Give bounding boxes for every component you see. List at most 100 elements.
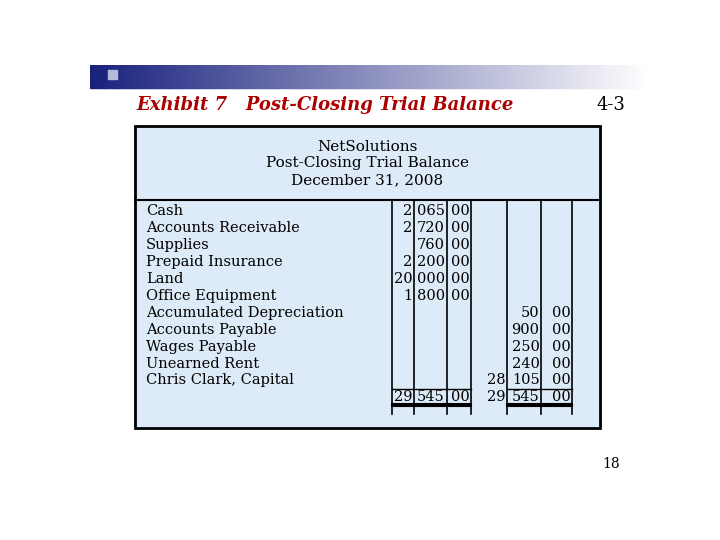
Bar bbox=[461, 65, 464, 88]
Bar bbox=[489, 65, 492, 88]
Bar bbox=[274, 65, 278, 88]
Bar bbox=[255, 65, 258, 88]
Bar bbox=[258, 65, 261, 88]
Bar bbox=[425, 65, 428, 88]
Bar bbox=[459, 65, 462, 88]
Bar bbox=[132, 65, 135, 88]
Bar bbox=[531, 65, 534, 88]
Bar bbox=[288, 65, 292, 88]
Bar bbox=[536, 65, 540, 88]
Text: 1: 1 bbox=[403, 289, 413, 303]
Text: 00: 00 bbox=[552, 356, 570, 370]
Bar bbox=[498, 65, 501, 88]
Bar bbox=[176, 65, 180, 88]
Text: 720: 720 bbox=[417, 221, 445, 235]
Bar bbox=[469, 65, 473, 88]
Bar bbox=[634, 65, 638, 88]
Bar bbox=[397, 65, 400, 88]
Bar bbox=[369, 65, 372, 88]
Text: 2: 2 bbox=[403, 255, 413, 269]
Bar bbox=[118, 65, 122, 88]
Bar bbox=[204, 65, 208, 88]
Bar bbox=[90, 65, 94, 88]
Text: 250: 250 bbox=[512, 340, 539, 354]
Bar bbox=[302, 65, 305, 88]
Bar bbox=[129, 65, 132, 88]
Text: 29: 29 bbox=[487, 390, 505, 404]
Bar bbox=[163, 65, 166, 88]
Bar bbox=[230, 65, 233, 88]
Bar bbox=[307, 65, 311, 88]
Bar bbox=[562, 65, 565, 88]
Bar bbox=[316, 65, 320, 88]
Bar bbox=[400, 65, 403, 88]
Bar bbox=[629, 65, 632, 88]
Bar bbox=[358, 65, 361, 88]
Bar bbox=[472, 65, 476, 88]
Bar bbox=[615, 65, 618, 88]
Bar bbox=[333, 65, 336, 88]
Bar bbox=[617, 65, 621, 88]
Bar bbox=[190, 65, 194, 88]
Text: 545: 545 bbox=[512, 390, 539, 404]
Text: Accounts Payable: Accounts Payable bbox=[145, 323, 276, 337]
Text: Wages Payable: Wages Payable bbox=[145, 340, 256, 354]
Text: 00: 00 bbox=[451, 289, 469, 303]
Bar bbox=[631, 65, 635, 88]
Bar bbox=[277, 65, 281, 88]
Bar bbox=[109, 65, 113, 88]
Bar bbox=[140, 65, 144, 88]
Text: 760: 760 bbox=[417, 238, 445, 252]
Bar bbox=[590, 65, 593, 88]
Bar bbox=[495, 65, 498, 88]
Text: 4-3: 4-3 bbox=[596, 96, 625, 114]
Bar bbox=[478, 65, 482, 88]
Bar bbox=[143, 65, 147, 88]
Bar bbox=[542, 65, 546, 88]
Text: 900: 900 bbox=[511, 323, 539, 337]
Bar bbox=[431, 65, 434, 88]
Bar bbox=[171, 65, 174, 88]
Bar bbox=[609, 65, 613, 88]
Bar bbox=[300, 65, 303, 88]
Bar bbox=[207, 65, 211, 88]
Bar bbox=[587, 65, 590, 88]
Bar bbox=[383, 65, 387, 88]
Text: Accounts Receivable: Accounts Receivable bbox=[145, 221, 300, 235]
Text: 545: 545 bbox=[417, 390, 445, 404]
Bar bbox=[94, 70, 107, 83]
Bar bbox=[436, 65, 439, 88]
Text: 00: 00 bbox=[451, 204, 469, 218]
Bar bbox=[338, 65, 342, 88]
Text: 240: 240 bbox=[512, 356, 539, 370]
Bar bbox=[221, 65, 225, 88]
Bar bbox=[520, 65, 523, 88]
Text: 000: 000 bbox=[417, 272, 445, 286]
Bar bbox=[444, 65, 448, 88]
Bar bbox=[108, 70, 117, 79]
Bar bbox=[344, 65, 348, 88]
Bar bbox=[313, 65, 317, 88]
Bar bbox=[575, 65, 579, 88]
Bar bbox=[526, 65, 528, 88]
Bar bbox=[447, 65, 451, 88]
Bar bbox=[148, 65, 152, 88]
Bar bbox=[218, 65, 222, 88]
Text: 2: 2 bbox=[403, 204, 413, 218]
Bar bbox=[374, 65, 378, 88]
Bar bbox=[438, 65, 442, 88]
Text: Unearned Rent: Unearned Rent bbox=[145, 356, 259, 370]
Bar bbox=[392, 65, 395, 88]
Text: Office Equipment: Office Equipment bbox=[145, 289, 276, 303]
Bar bbox=[233, 65, 236, 88]
Bar bbox=[291, 65, 294, 88]
Bar bbox=[539, 65, 543, 88]
Text: Post-Closing Trial Balance: Post-Closing Trial Balance bbox=[266, 157, 469, 171]
Text: Supplies: Supplies bbox=[145, 238, 210, 252]
Bar bbox=[199, 65, 202, 88]
Bar bbox=[600, 65, 604, 88]
Bar bbox=[606, 65, 610, 88]
Bar bbox=[598, 65, 601, 88]
Bar bbox=[405, 65, 409, 88]
Bar bbox=[174, 65, 177, 88]
